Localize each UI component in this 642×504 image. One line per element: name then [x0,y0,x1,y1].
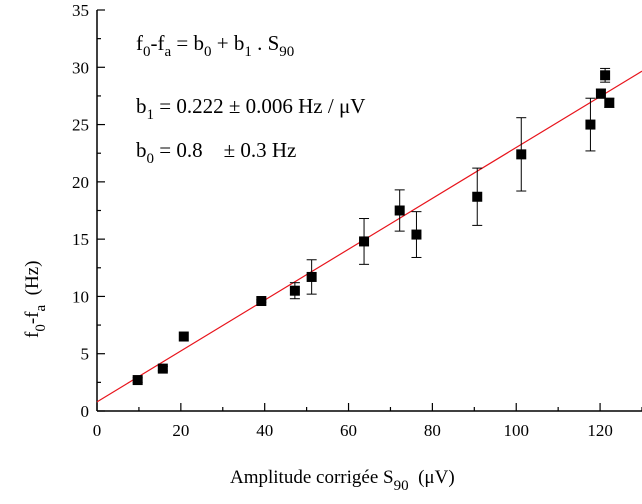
data-point [516,149,527,160]
x-tick-label: 20 [172,421,189,440]
x-tick-label: 40 [256,421,273,440]
x-tick-label: 100 [503,421,529,440]
data-point [256,296,267,307]
b1-annotation: b1 = 0.222 ± 0.006 Hz / μV [136,94,365,123]
data-point [595,88,606,99]
data-point [359,236,370,247]
x-tick-label: 0 [93,421,102,440]
y-tick-label: 30 [72,58,89,77]
data-point [585,119,596,130]
y-axis-title: f0-fa (Hz) [22,261,49,338]
data-point [178,331,189,342]
data-point [289,285,300,296]
y-tick-label: 25 [72,116,89,135]
y-tick-label: 15 [72,230,89,249]
x-tick-label: 60 [340,421,357,440]
data-point [157,363,168,374]
x-axis-title: Amplitude corrigée S90 (μV) [230,467,455,494]
y-tick-label: 10 [72,287,89,306]
data-point [472,191,483,202]
data-point [306,271,317,282]
equation-annotation: f0-fa = b0 + b1 . S90 [136,31,294,60]
y-tick-label: 35 [72,1,89,20]
fit-line [96,70,642,403]
x-tick-label: 80 [424,421,441,440]
data-point [411,229,422,240]
data-point [600,70,611,81]
axis-ticks [96,9,642,412]
data-point [132,375,143,386]
b0-annotation: b0 = 0.8 ± 0.3 Hz [136,138,296,167]
tick-labels: 0 20 40 60 80 100 120 0 5 10 15 20 25 30 35 [72,1,613,440]
y-tick-label: 20 [72,173,89,192]
data-points [132,70,615,386]
data-point [604,97,615,108]
x-tick-label: 120 [587,421,613,440]
data-point [394,205,405,216]
y-tick-label: 0 [81,402,90,421]
y-tick-label: 5 [81,345,90,364]
